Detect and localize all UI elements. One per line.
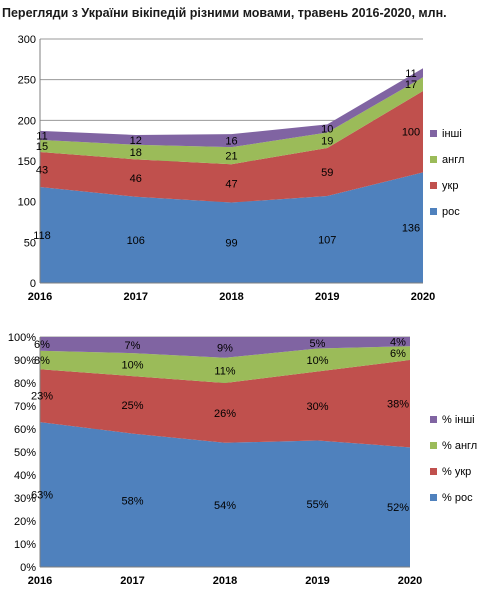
percentage-share-svg: 0% 10% 20% 30% 40% 50% 60% 70% 80% 90% 100% 63% 58% 5… [8,332,477,587]
chart2-area-укр [40,360,410,448]
chart1-data-label: 47 [225,178,237,190]
chart2-y-tick-label: 90% [14,355,36,367]
chart2-data-label: 52% [387,502,409,514]
chart2-data-label: 23% [31,391,53,403]
chart2-x-tick-label: 2020 [398,575,422,587]
chart2-data-label: 63% [31,490,53,502]
chart1-x-tick-label: 2020 [411,291,435,303]
chart1-data-label: 106 [127,235,145,247]
chart2-y-tick-label: 0% [20,562,36,574]
chart2-y-tick-label: 40% [14,470,36,482]
chart1-x-tick-label: 2019 [315,291,339,303]
chart1-data-label: 43 [36,165,48,177]
chart1-data-label: 100 [402,127,420,139]
chart2-data-label: 11% [214,365,235,377]
chart2-data-label: 9% [217,342,233,354]
chart2-y-tick-label: 70% [14,401,36,413]
chart1-y-tick-label: 250 [18,75,36,87]
chart1-area-інші [40,68,423,148]
chart2-y-tick-label: 100% [8,332,36,344]
chart1-legend-swatch [430,156,437,163]
chart1-data-label: 18 [130,147,142,159]
chart1-data-label: 107 [318,234,336,246]
chart1-y-tick-label: 300 [18,34,36,46]
chart1-x-tick-label: 2018 [219,291,243,303]
chart1-legend-swatch [430,130,437,137]
chart2-x-tick-label: 2016 [28,575,52,587]
chart2-x-tick-label: 2017 [120,575,144,587]
chart1-legend-swatch [430,182,437,189]
chart1-data-label: 16 [225,136,237,148]
chart2-y-tick-label: 60% [14,424,36,436]
chart1-area-укр [40,91,423,203]
chart2-legend-label: % рос [442,492,473,504]
chart2-data-label: 10% [306,355,328,367]
chart1-x-tick-label: 2017 [124,291,148,303]
chart2-legend-label: % англ [442,440,477,452]
chart1-data-label: 21 [225,151,237,163]
chart1-legend-label: рос [442,206,460,218]
chart2-data-label: 7% [125,340,141,352]
chart2-data-label: 58% [121,495,143,507]
chart2-x-tick-label: 2018 [213,575,237,587]
chart1-data-label: 17 [405,79,417,91]
absolute-views-svg: 0 50 100 150 200 250 300 118 106 99 107 136 43 46 47 59… [18,34,465,303]
chart2-area-інші [40,337,410,358]
chart1-data-label: 19 [321,135,333,147]
chart2-data-label: 55% [306,499,328,511]
chart2-legend-swatch [430,468,437,475]
chart1-area-рос [40,172,423,283]
chart2-legend-swatch [430,416,437,423]
chart1-y-tick-label: 150 [18,156,36,168]
chart2-y-tick-label: 50% [14,447,36,459]
chart1-y-tick-label: 100 [18,197,36,209]
chart1-data-label: 10 [321,123,333,135]
chart1-data-label: 59 [321,167,333,179]
chart2-data-label: 54% [214,500,236,512]
chart1-y-tick-label: 50 [24,237,36,249]
chart1-data-label: 99 [225,238,237,250]
chart2-area-рос [40,422,410,567]
chart2-y-tick-label: 30% [14,493,36,505]
chart2-data-label: 38% [387,399,409,411]
chart2-y-tick-label: 80% [14,378,36,390]
chart1-legend-label: укр [442,180,458,192]
percentage-share-chart: 0% 10% 20% 30% 40% 50% 60% 70% 80% 90% 100% 63% 58% 5… [0,322,503,596]
chart1-legend-label: англ [442,154,464,166]
chart2-data-label: 25% [121,400,143,412]
chart1-y-tick-label: 0 [30,278,36,290]
chart1-data-label: 46 [130,173,142,185]
chart1-x-tick-label: 2016 [28,291,52,303]
chart2-data-label: 6% [390,348,406,360]
chart1-legend-swatch [430,208,437,215]
chart1-data-label: 15 [36,141,48,153]
chart2-data-label: 30% [306,401,328,413]
chart2-legend-label: % інші [442,414,475,426]
chart1-data-label: 11 [405,68,416,80]
chart1-area-англ [40,77,423,165]
chart2-legend-label: % укр [442,466,471,478]
chart2-legend-swatch [430,494,437,501]
chart1-y-tick-label: 200 [18,115,36,127]
chart1-data-label: 136 [402,223,420,235]
chart-title: Перегляди з України вікіпедій різними мо… [2,6,447,20]
chart1-data-label: 11 [36,130,47,142]
chart2-data-label: 8% [34,355,50,367]
chart2-data-label: 4% [390,337,406,349]
chart1-data-label: 118 [33,230,51,242]
chart2-data-label: 5% [310,338,326,350]
chart1-data-label: 12 [130,135,142,147]
chart1-legend-label: інші [442,128,462,140]
chart2-data-label: 6% [34,339,50,351]
absolute-views-chart: 0 50 100 150 200 250 300 118 106 99 107 136 43 46 47 59… [0,28,503,312]
chart2-data-label: 10% [121,360,143,372]
chart2-data-label: 26% [214,408,236,420]
chart2-y-tick-label: 10% [14,539,36,551]
chart2-x-tick-label: 2019 [305,575,329,587]
chart2-area-англ [40,346,410,383]
chart2-y-tick-label: 20% [14,516,36,528]
chart2-legend-swatch [430,442,437,449]
